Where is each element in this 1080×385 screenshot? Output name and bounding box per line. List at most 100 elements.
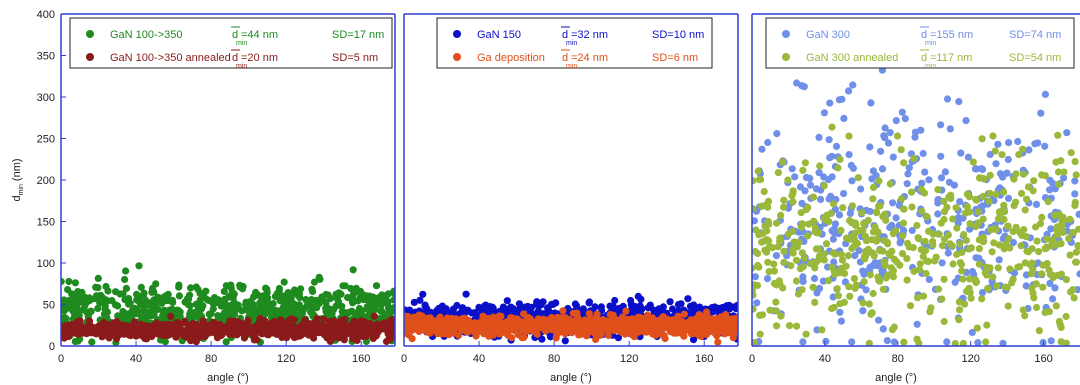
data-point-s2 [885, 250, 893, 258]
data-point-s2 [804, 232, 812, 240]
panel-1: 0 40 80 120 160 angle (°) 0 50 100 150 200 250 300 35… [11, 9, 396, 384]
data-point-s1 [1060, 174, 1068, 182]
data-point-s1 [937, 174, 946, 182]
data-point-s2 [874, 273, 882, 281]
data-point-s2 [774, 169, 783, 177]
data-point-s2 [921, 237, 929, 245]
data-point-s2 [305, 331, 313, 339]
data-point-s2 [1058, 217, 1066, 225]
data-point-s2 [955, 316, 963, 324]
data-point-s2 [809, 193, 818, 201]
data-point-s1 [796, 183, 805, 191]
data-point-s1 [449, 305, 458, 313]
data-point-s1 [221, 296, 229, 304]
data-point-s1 [908, 226, 916, 235]
data-point-s2 [757, 175, 765, 184]
data-point-s2 [1074, 242, 1080, 250]
data-point-s1 [752, 217, 758, 225]
data-point-s2 [899, 219, 908, 227]
data-point-s1 [829, 235, 838, 243]
data-point-s1 [126, 299, 134, 307]
legend-series-name: GaN 300 [806, 29, 850, 41]
data-point-s2 [618, 313, 627, 321]
data-point-s2 [927, 304, 935, 312]
data-point-s2 [792, 256, 801, 264]
x-tick-label: 120 [277, 353, 295, 365]
data-point-s2 [919, 292, 928, 300]
data-point-s2 [864, 216, 872, 224]
data-point-s2 [716, 317, 724, 325]
data-point-s1 [382, 291, 391, 299]
y-tick-label: 50 [43, 300, 55, 312]
data-point-s2 [955, 306, 964, 314]
data-point-s1 [313, 300, 321, 308]
data-point-s2 [570, 321, 578, 329]
x-axis-label: angle (°) [875, 372, 917, 384]
data-point-s1 [372, 299, 380, 307]
data-point-s2 [582, 325, 590, 333]
data-point-s2 [1065, 235, 1073, 243]
data-point-s2 [752, 338, 759, 346]
data-point-s2 [258, 324, 266, 332]
data-point-s2 [724, 327, 732, 335]
data-point-s2 [828, 123, 836, 131]
data-point-s1 [859, 307, 867, 315]
data-point-s1 [1071, 177, 1079, 185]
data-point-s2 [960, 231, 968, 239]
data-point-s1 [222, 338, 230, 346]
data-point-s2 [994, 264, 1002, 272]
data-point-s2 [1032, 303, 1041, 312]
data-point-s2 [778, 158, 787, 166]
data-point-s2 [765, 237, 773, 245]
data-point-s2 [971, 276, 980, 284]
data-point-s1 [881, 124, 889, 132]
data-point-s2 [852, 281, 860, 289]
data-point-s2 [876, 247, 884, 255]
data-point-s2 [991, 147, 999, 155]
data-point-s1 [282, 294, 290, 302]
data-point-s2 [577, 330, 586, 338]
data-point-s1 [150, 311, 158, 319]
data-point-s2 [414, 320, 422, 328]
data-point-s2 [905, 243, 913, 251]
data-point-s2 [224, 322, 232, 330]
data-point-s1 [831, 220, 840, 228]
x-tick-label: 160 [695, 353, 713, 365]
data-point-s1 [572, 302, 581, 310]
data-point-s2 [173, 331, 181, 339]
data-point-s1 [898, 108, 906, 116]
data-point-s1 [1004, 155, 1012, 164]
data-point-s2 [808, 259, 816, 268]
data-point-s1 [966, 225, 974, 233]
data-point-s2 [714, 338, 722, 346]
data-point-s2 [256, 318, 265, 326]
data-point-s1 [349, 291, 357, 299]
data-point-s1 [822, 337, 830, 345]
data-point-s2 [68, 323, 76, 331]
data-point-s2 [881, 210, 889, 218]
data-point-s2 [961, 300, 969, 308]
legend-mean-value: =24 nm [571, 52, 608, 64]
data-point-s2 [810, 217, 818, 225]
data-point-s2 [1019, 170, 1028, 178]
data-point-s2 [889, 266, 897, 274]
data-point-s2 [1072, 171, 1080, 179]
data-point-s2 [1054, 131, 1062, 139]
data-point-s2 [657, 315, 665, 323]
data-point-s2 [486, 320, 494, 328]
data-point-s2 [1021, 259, 1029, 267]
data-point-s1 [849, 164, 858, 172]
data-point-s1 [820, 109, 829, 117]
x-tick-label: 80 [205, 353, 217, 365]
data-point-s1 [228, 302, 236, 310]
data-point-s2 [875, 177, 883, 185]
data-point-s2 [1041, 172, 1049, 180]
data-point-s2 [386, 317, 394, 325]
data-point-s1 [849, 81, 857, 89]
data-point-s2 [118, 330, 127, 338]
data-point-s2 [940, 235, 949, 243]
data-point-s2 [187, 328, 195, 336]
legend-mean-symbol: d [921, 52, 927, 64]
data-point-s2 [969, 158, 977, 166]
data-point-s1 [198, 291, 206, 299]
